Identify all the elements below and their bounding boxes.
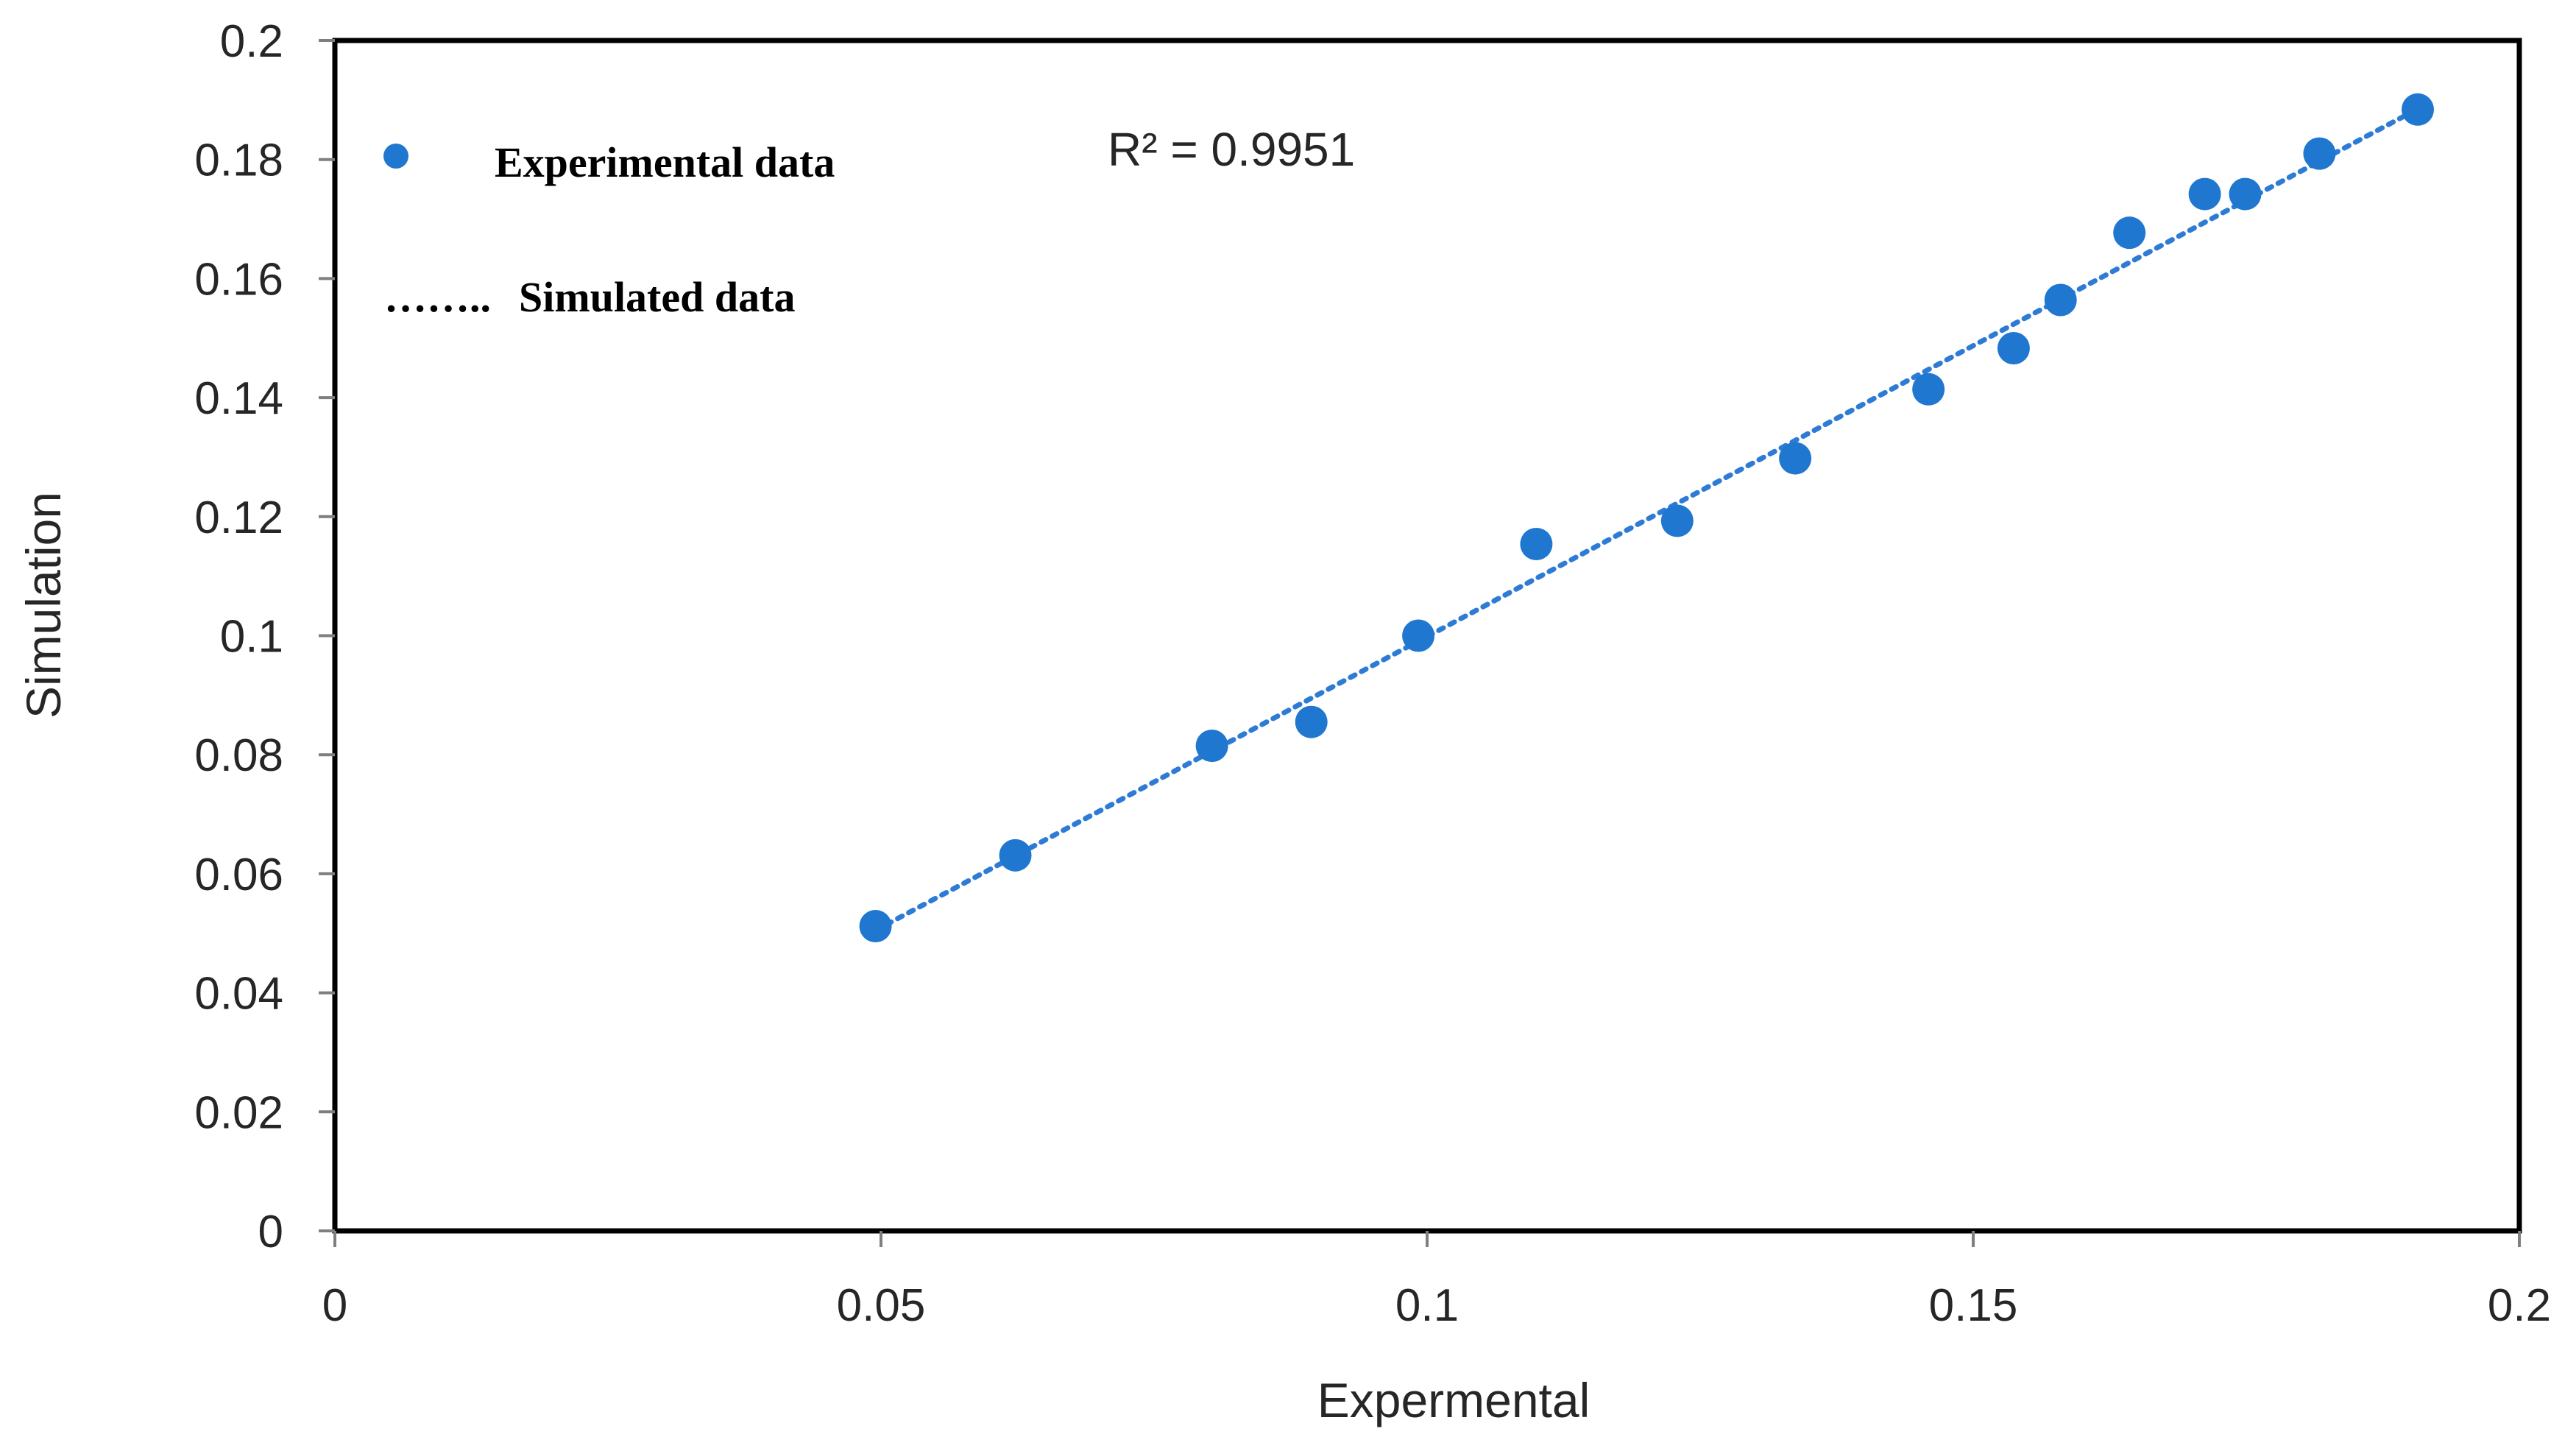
data-point (2401, 93, 2434, 126)
legend-marker-simulated: …….. (384, 273, 491, 321)
legend: Experimental data …….. Simulated data (383, 138, 835, 321)
y-tick-label: 0.2 (220, 16, 283, 67)
data-point (2229, 177, 2262, 211)
data-point (1997, 331, 2030, 364)
data-point (2188, 177, 2221, 211)
y-tick-label: 0 (258, 1207, 283, 1257)
data-point (1520, 527, 1553, 560)
data-point (1779, 442, 1812, 475)
data-point (1195, 730, 1228, 763)
data-points-layer (859, 93, 2434, 943)
data-point (2303, 137, 2336, 170)
data-point (1295, 705, 1328, 738)
y-tick-label: 0.18 (194, 135, 283, 186)
x-tick-label: 0.05 (837, 1280, 926, 1331)
data-point (859, 910, 892, 943)
legend-label-experimental: Experimental data (495, 138, 835, 186)
data-point (2113, 216, 2146, 250)
x-tick-label: 0.2 (2488, 1280, 2551, 1331)
y-tick-label: 0.12 (194, 493, 283, 543)
data-point (1660, 504, 1694, 537)
legend-marker-experimental (383, 144, 408, 169)
x-axis-title: Expermental (1317, 1373, 1590, 1427)
simulated-trendline (873, 106, 2421, 933)
data-point (1912, 373, 1945, 406)
y-axis-title: Simulation (16, 492, 71, 719)
y-tick-label: 0.06 (194, 850, 283, 900)
x-axis-ticks: 0 0.05 0.1 0.15 0.2 (322, 1231, 2551, 1331)
data-point (2044, 283, 2077, 317)
y-tick-label: 0.02 (194, 1087, 283, 1138)
trendline-layer (873, 106, 2421, 933)
x-tick-label: 0.15 (1929, 1280, 2018, 1331)
y-tick-label: 0.04 (194, 969, 283, 1020)
x-tick-label: 0.1 (1395, 1280, 1459, 1331)
legend-label-simulated: Simulated data (519, 273, 795, 321)
y-tick-label: 0.14 (194, 373, 283, 424)
y-tick-label: 0.08 (194, 730, 283, 781)
data-point (999, 839, 1032, 872)
data-point (1402, 619, 1435, 652)
y-tick-label: 0.16 (194, 254, 283, 305)
x-tick-label: 0 (322, 1280, 347, 1331)
y-axis-ticks: 0 0.02 0.04 0.06 0.08 0.1 0.12 0.14 0.16 0.18 0.2 (194, 16, 335, 1257)
y-tick-label: 0.1 (220, 612, 283, 663)
r-squared-annotation: R² = 0.9951 (1108, 123, 1355, 176)
